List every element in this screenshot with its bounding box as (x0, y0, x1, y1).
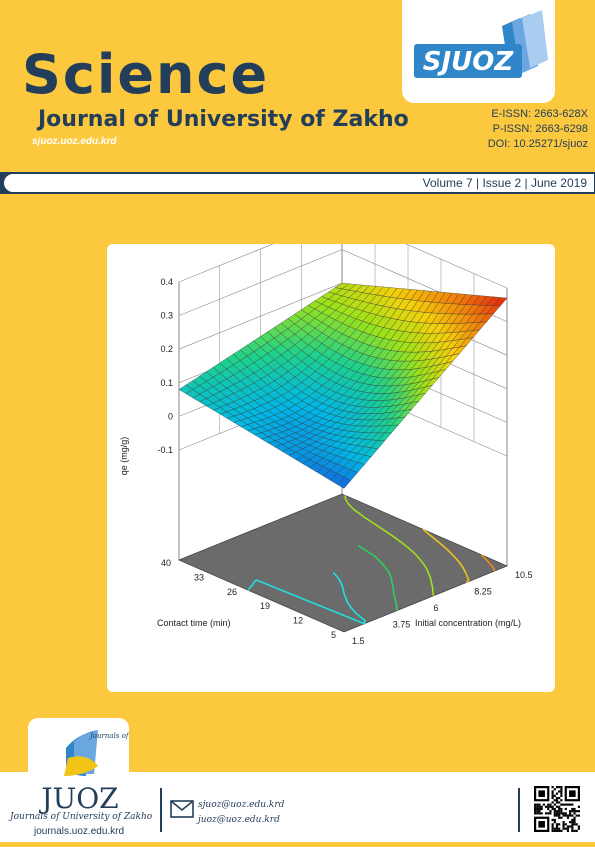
y-tick-label: 6 (434, 603, 439, 613)
z-tick-label: -0.1 (157, 445, 173, 455)
plot-floor (177, 493, 509, 633)
floor-contour (357, 545, 398, 611)
footer-divider (160, 788, 162, 832)
juoz-logo-box: Journals of JUOZ (28, 718, 130, 842)
z-tick-label: 0.1 (160, 378, 173, 388)
y-tick-label: 8.25 (474, 587, 492, 597)
x-axis-label: Contact time (min) (157, 618, 231, 628)
y-axis-label: Initial concentration (mg/L) (415, 618, 521, 628)
journal-url[interactable]: sjuoz.uoz.edu.krd (32, 136, 117, 147)
juoz-logo-small: Journals of (88, 732, 129, 740)
y-tick-label: 10.5 (515, 570, 533, 580)
floor-contour (247, 571, 366, 625)
floor-contour (480, 554, 496, 572)
x-tick-label: 5 (331, 630, 336, 640)
journal-title: Science (22, 43, 270, 106)
cover-figure-card: 0.4 0.3 0.2 0.1 0 -0.1 40 33 26 19 12 5 1.5 3.75 6 8.25… (107, 215, 555, 692)
z-gridline (341, 215, 508, 289)
footer-divider-right (518, 788, 520, 832)
x-tick-label: 26 (227, 587, 237, 597)
volume-band-inner (4, 174, 594, 192)
floor-contour (422, 528, 470, 584)
surface-plot: 0.4 0.3 0.2 0.1 0 -0.1 40 33 26 19 12 5 1.5 3.75 6 8.25… (119, 215, 533, 646)
z-tick-label: 0.3 (160, 311, 173, 321)
footer-journal-title: Journals of University of Zakho (10, 812, 153, 822)
volume-issue: Volume 7 | Issue 2 | June 2019 (422, 176, 587, 190)
e-issn: E-ISSN: 2663-628X (491, 108, 588, 120)
z-tick-label: 0.4 (160, 277, 173, 287)
sjuoz-logo: SJUOZ (402, 0, 555, 103)
surface-patch (336, 476, 352, 489)
x-tick-label: 40 (161, 558, 171, 568)
email-juoz[interactable]: juoz@uoz.edu.krd (198, 815, 280, 825)
y-tick-label: 3.75 (393, 620, 411, 630)
issn-block: E-ISSN: 2663-628X P-ISSN: 2663-6298 DOI:… (470, 107, 588, 152)
logo-plate (414, 44, 522, 78)
logo-text: SJUOZ (423, 47, 515, 77)
z-axis-label: qe (mg/g) (119, 437, 129, 476)
doi[interactable]: DOI: 10.25271/sjuoz (487, 138, 588, 150)
z-tick-label: 0.2 (160, 344, 173, 354)
z-tick-label: 0 (168, 411, 173, 421)
mail-icon (170, 800, 194, 823)
x-tick-label: 12 (293, 616, 303, 626)
p-issn: P-ISSN: 2663-6298 (492, 123, 588, 135)
footer-url[interactable]: journals.uoz.edu.krd (34, 826, 125, 837)
x-tick-label: 19 (260, 601, 270, 611)
juoz-logo: Journals of JUOZ (38, 730, 130, 815)
x-tick-label: 33 (194, 572, 204, 582)
floor-contour (344, 495, 435, 596)
juoz-logo-text: JUOZ (38, 782, 118, 815)
email-sjuoz[interactable]: sjuoz@uoz.edu.krd (198, 800, 285, 810)
journal-subtitle: Journal of University of Zakho (38, 107, 409, 132)
y-tick-label: 1.5 (352, 636, 365, 646)
qr-code-icon[interactable] (534, 786, 580, 837)
